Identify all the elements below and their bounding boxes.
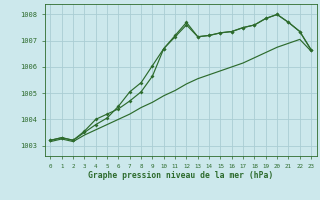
X-axis label: Graphe pression niveau de la mer (hPa): Graphe pression niveau de la mer (hPa) [88, 171, 273, 180]
